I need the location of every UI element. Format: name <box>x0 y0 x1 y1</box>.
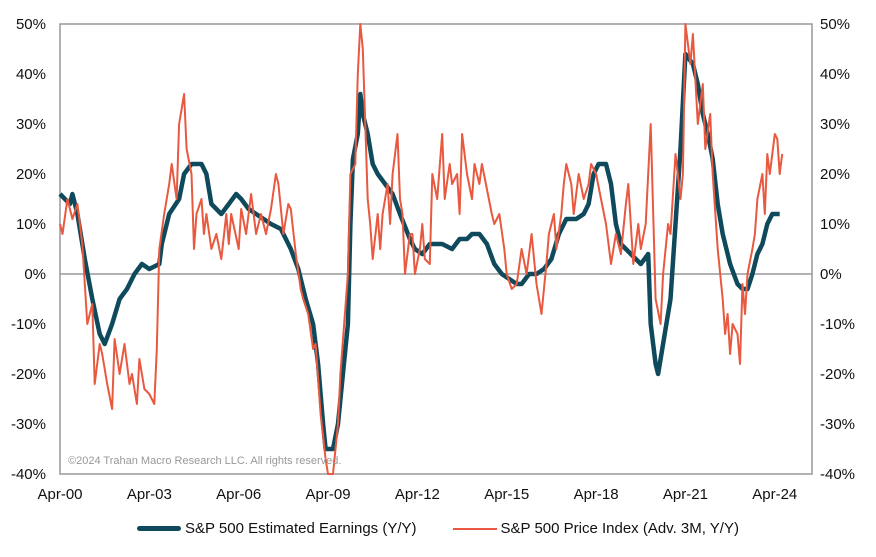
y-tick-label-right: 50% <box>820 16 850 33</box>
y-tick-label-left: 30% <box>16 116 46 133</box>
legend-swatch-earnings <box>137 526 182 531</box>
series-line-price <box>59 23 784 475</box>
y-tick-label-left: 50% <box>16 16 46 33</box>
x-tick-label: Apr-06 <box>216 486 261 503</box>
y-tick-label-right: 0% <box>820 266 842 283</box>
y-tick-label-right: -40% <box>820 466 855 483</box>
y-tick-label-right: 40% <box>820 66 850 83</box>
y-tick-label-left: -30% <box>11 416 46 433</box>
x-tick-label: Apr-09 <box>306 486 351 503</box>
legend-swatch-price <box>452 527 497 530</box>
y-tick-label-right: 10% <box>820 216 850 233</box>
y-tick-label-left: 0% <box>24 266 46 283</box>
y-tick-label-right: 30% <box>820 116 850 133</box>
x-tick-label: Apr-00 <box>37 486 82 503</box>
y-tick-label-right: -10% <box>820 316 855 333</box>
x-tick-label: Apr-24 <box>752 486 797 503</box>
legend: S&P 500 Estimated Earnings (Y/Y) S&P 500… <box>0 520 876 537</box>
y-tick-label-left: -40% <box>11 466 46 483</box>
x-tick-label: Apr-15 <box>484 486 529 503</box>
y-tick-label-left: 20% <box>16 166 46 183</box>
legend-label-earnings: S&P 500 Estimated Earnings (Y/Y) <box>185 520 417 537</box>
y-tick-label-left: 40% <box>16 66 46 83</box>
legend-item-price: S&P 500 Price Index (Adv. 3M, Y/Y) <box>452 520 739 537</box>
x-tick-label: Apr-21 <box>663 486 708 503</box>
series-line-earnings <box>58 51 780 452</box>
legend-label-price: S&P 500 Price Index (Adv. 3M, Y/Y) <box>500 520 739 537</box>
y-tick-label-left: -20% <box>11 366 46 383</box>
copyright-annotation: ©2024 Trahan Macro Research LLC. All rig… <box>68 455 342 467</box>
x-tick-label: Apr-18 <box>574 486 619 503</box>
y-tick-label-right: -30% <box>820 416 855 433</box>
legend-item-earnings: S&P 500 Estimated Earnings (Y/Y) <box>137 520 417 537</box>
y-tick-label-right: 20% <box>820 166 850 183</box>
plot-frame <box>59 23 813 475</box>
x-tick-label: Apr-12 <box>395 486 440 503</box>
y-tick-label-left: 10% <box>16 216 46 233</box>
y-tick-label-left: -10% <box>11 316 46 333</box>
x-tick-label: Apr-03 <box>127 486 172 503</box>
y-tick-label-right: -20% <box>820 366 855 383</box>
